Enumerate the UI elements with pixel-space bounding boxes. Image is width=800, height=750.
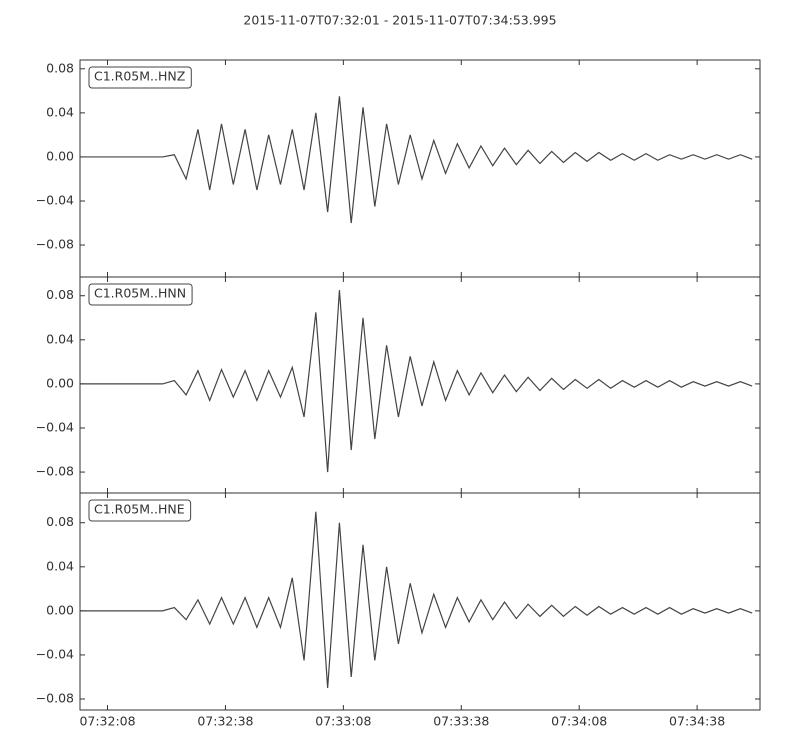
x-tick-label: 07:33:38 — [433, 714, 489, 729]
legend-label: C1.R05M..HNE — [94, 502, 185, 517]
y-tick-label: 0.04 — [46, 104, 74, 119]
legend-box — [88, 66, 192, 89]
y-tick-label: 0.00 — [46, 602, 74, 617]
y-tick-label: 0.08 — [46, 60, 74, 75]
y-tick-label: 0.08 — [46, 514, 74, 529]
legend-label: C1.R05M..HNZ — [94, 69, 185, 84]
y-tick-label: −0.08 — [36, 690, 74, 705]
waveform — [80, 96, 753, 224]
y-tick-label: 0.04 — [46, 558, 74, 573]
chart-title: 2015-11-07T07:32:01 - 2015-11-07T07:34:5… — [243, 13, 556, 28]
legend-label: C1.R05M..HNN — [94, 286, 186, 301]
y-tick-label: −0.04 — [36, 646, 74, 661]
y-tick-label: −0.04 — [36, 192, 74, 207]
legend-box — [88, 283, 193, 306]
x-tick-label: 07:32:38 — [197, 714, 253, 729]
legend-box — [88, 499, 192, 522]
y-tick-label: 0.08 — [46, 287, 74, 302]
y-tick-label: −0.04 — [36, 419, 74, 434]
x-tick-label: 07:34:08 — [551, 714, 607, 729]
y-tick-label: −0.08 — [36, 464, 74, 479]
x-tick-label: 07:34:38 — [669, 714, 725, 729]
y-tick-label: 0.04 — [46, 331, 74, 346]
panel-frame — [79, 59, 761, 278]
panel-frame — [79, 276, 761, 494]
x-tick-label: 07:33:08 — [315, 714, 371, 729]
waveform — [80, 511, 753, 689]
x-tick-label: 07:32:08 — [79, 714, 135, 729]
y-tick-label: 0.00 — [46, 148, 74, 163]
y-tick-label: 0.00 — [46, 375, 74, 390]
y-tick-label: −0.08 — [36, 237, 74, 252]
waveform — [80, 290, 753, 473]
panel-frame — [79, 492, 761, 711]
